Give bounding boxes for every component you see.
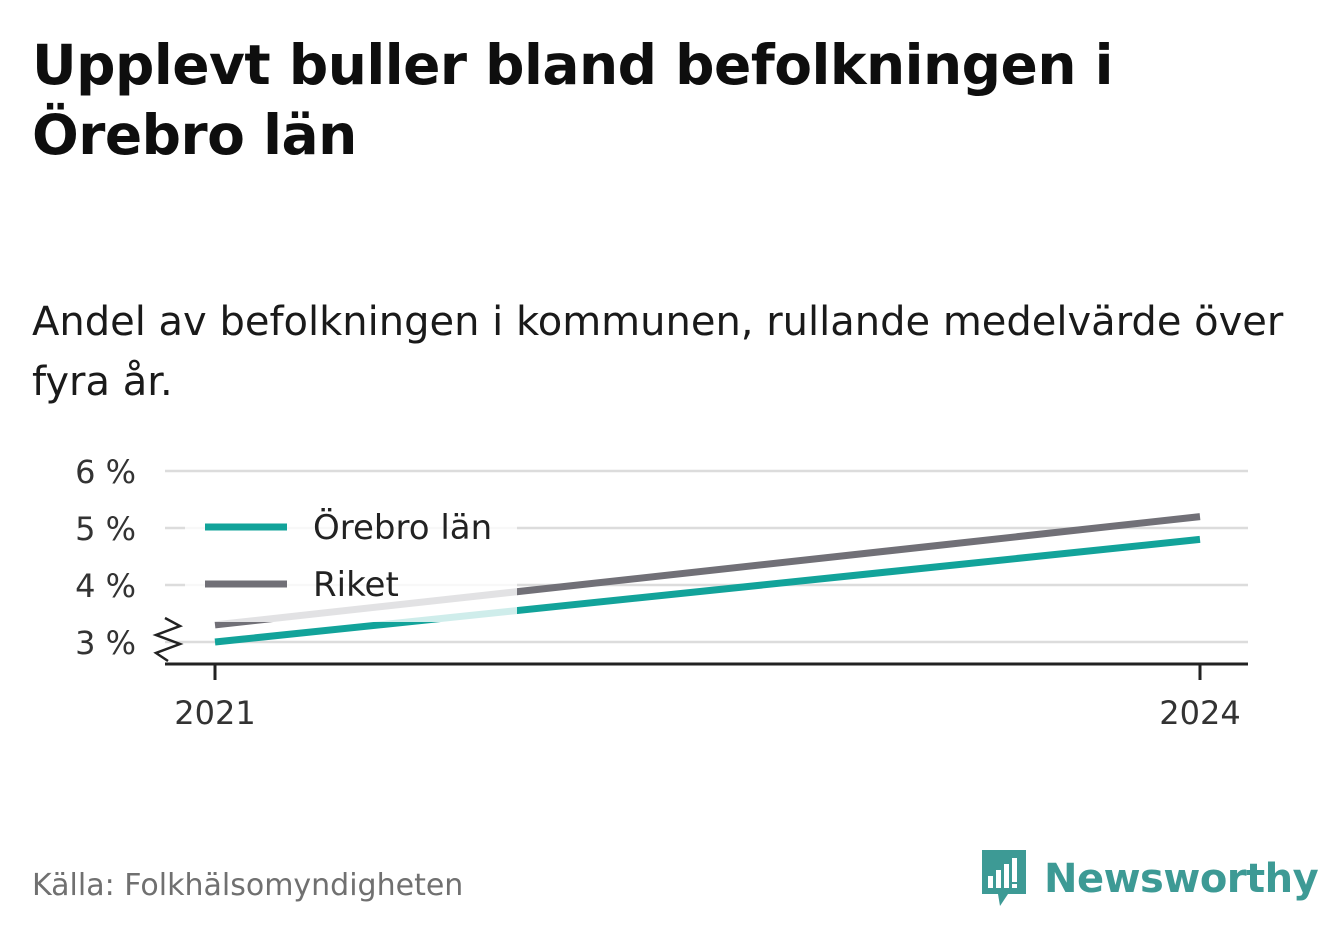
y-tick-label: 5 % [75, 510, 136, 548]
source-note: Källa: Folkhälsomyndigheten [32, 868, 464, 903]
y-tick-label: 6 % [75, 453, 136, 491]
y-tick-label: 3 % [75, 624, 136, 662]
brand-name: Newsworthy [1044, 856, 1319, 902]
axes: 6 % 5 % 4 % 3 % 2021 2024 [75, 453, 1248, 732]
legend: Örebro län Riket [185, 507, 517, 622]
chart-title: Upplevt buller bland befolkningen i Öreb… [32, 33, 1113, 167]
newsworthy-logo-icon [982, 850, 1026, 906]
series-line-orebro-lan [214, 535, 1201, 646]
chart-subtitle: Andel av befolkningen i kommunen, rullan… [32, 299, 1284, 405]
x-tick-label: 2021 [174, 694, 255, 732]
y-axis-break-icon [152, 616, 184, 663]
y-tick-label: 4 % [75, 567, 136, 605]
brand-logo[interactable]: Newsworthy [980, 848, 1319, 910]
line-chart: Örebro län Riket 6 % 5 % 4 % 3 % 2021 2024 [75, 453, 1248, 732]
x-tick-label: 2024 [1159, 694, 1240, 732]
legend-label: Riket [313, 565, 399, 605]
legend-label: Örebro län [313, 507, 492, 548]
